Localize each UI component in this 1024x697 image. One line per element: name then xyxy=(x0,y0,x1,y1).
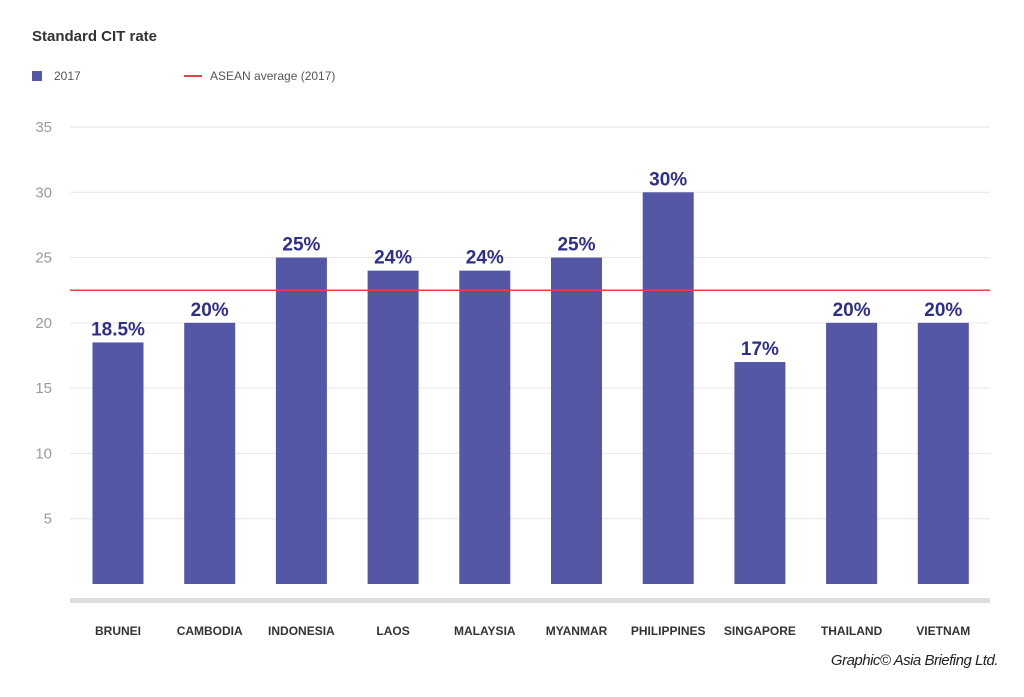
data-label-singapore: 17% xyxy=(741,339,779,360)
bar-laos xyxy=(367,270,419,584)
y-tick-label-10: 10 xyxy=(35,445,52,462)
chart-title: Standard CIT rate xyxy=(32,28,158,45)
y-tick-label-30: 30 xyxy=(35,184,52,201)
data-label-indonesia: 25% xyxy=(282,235,320,256)
data-label-thailand: 20% xyxy=(833,300,871,321)
x-tick-label-malaysia: MALAYSIA xyxy=(454,624,516,638)
x-tick-label-vietnam: VIETNAM xyxy=(916,624,970,638)
legend-swatch-2017 xyxy=(32,71,42,81)
legend-line-asean-average xyxy=(184,75,202,77)
bar-cambodia xyxy=(184,322,236,584)
x-tick-label-brunei: BRUNEI xyxy=(95,624,141,638)
x-tick-label-philippines: PHILIPPINES xyxy=(631,624,706,638)
x-axis-line xyxy=(70,598,990,603)
legend-item-2017: 2017 xyxy=(32,68,81,84)
bar-thailand xyxy=(826,322,878,584)
data-label-philippines: 30% xyxy=(649,169,687,190)
x-tick-label-thailand: THAILAND xyxy=(821,624,883,638)
bar-singapore xyxy=(734,362,786,584)
x-tick-label-myanmar: MYANMAR xyxy=(546,624,608,638)
bar-malaysia xyxy=(459,270,511,584)
credit-text: Graphic© Asia Briefing Ltd. xyxy=(830,652,999,669)
bar-indonesia xyxy=(275,257,327,584)
data-label-vietnam: 20% xyxy=(924,300,962,321)
y-tick-label-35: 35 xyxy=(35,119,52,136)
x-tick-label-indonesia: INDONESIA xyxy=(268,624,335,638)
bar-myanmar xyxy=(551,257,602,584)
data-label-cambodia: 20% xyxy=(191,300,229,321)
legend-label-asean-average: ASEAN average (2017) xyxy=(210,69,336,83)
data-label-brunei: 18.5% xyxy=(91,319,145,340)
legend-label-2017: 2017 xyxy=(54,69,81,83)
data-label-malaysia: 24% xyxy=(466,248,504,269)
y-tick-label-25: 25 xyxy=(35,250,52,267)
x-tick-label-cambodia: CAMBODIA xyxy=(177,624,243,638)
y-tick-label-20: 20 xyxy=(35,315,52,332)
legend-item-asean-average: ASEAN average (2017) xyxy=(184,68,335,84)
y-tick-label-5: 5 xyxy=(44,511,52,528)
y-tick-label-15: 15 xyxy=(35,380,52,397)
bar-brunei xyxy=(92,342,144,584)
bar-vietnam xyxy=(917,322,969,584)
data-label-myanmar: 25% xyxy=(557,235,595,256)
data-label-laos: 24% xyxy=(374,248,412,269)
x-tick-label-singapore: SINGAPORE xyxy=(724,624,796,638)
bar-philippines xyxy=(642,192,694,585)
x-tick-label-laos: LAOS xyxy=(376,624,409,638)
